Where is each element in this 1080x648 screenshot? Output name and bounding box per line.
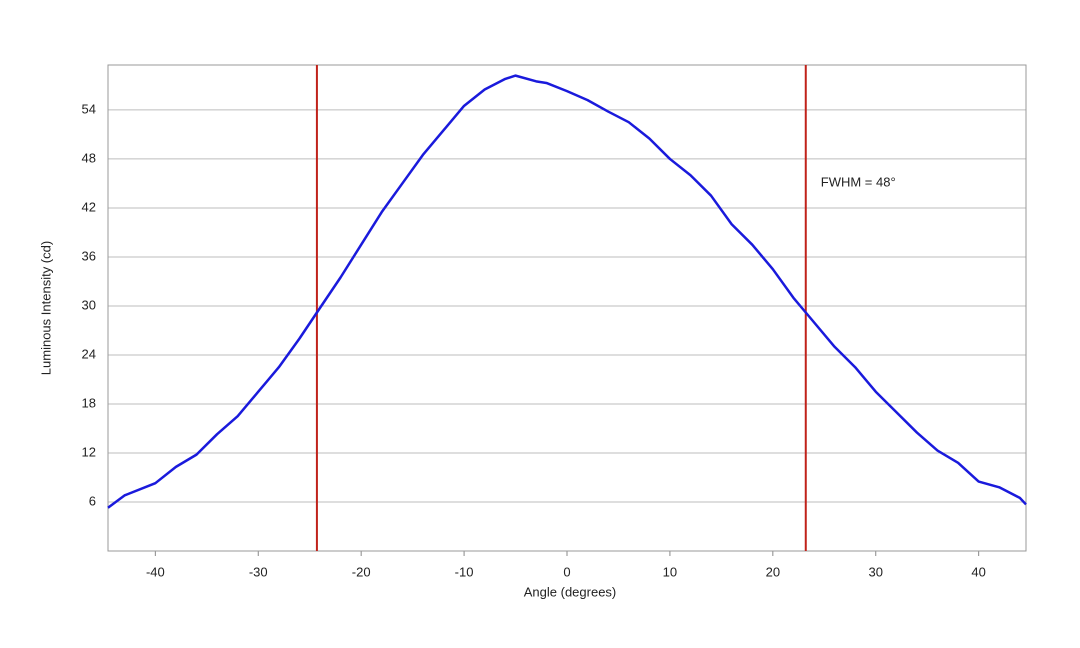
x-tick-label: -20 <box>352 564 371 579</box>
data-line <box>107 74 1027 509</box>
x-tick-label: 40 <box>971 564 985 579</box>
x-tick-label: -30 <box>249 564 268 579</box>
x-tick-label: 0 <box>563 564 570 579</box>
x-tick-label: -40 <box>146 564 165 579</box>
x-axis-label: Angle (degrees) <box>524 584 617 599</box>
y-tick-label: 36 <box>82 248 96 263</box>
y-tick-label: 30 <box>82 297 96 312</box>
x-tick-label: 10 <box>663 564 677 579</box>
y-tick-label: 48 <box>82 150 96 165</box>
x-tick-label: 20 <box>766 564 780 579</box>
plot-frame <box>107 64 1027 552</box>
y-tick-label: 18 <box>82 395 96 410</box>
y-tick-label: 54 <box>82 101 96 116</box>
y-tick-label: 12 <box>82 444 96 459</box>
x-tick-label: -10 <box>455 564 474 579</box>
y-tick-label: 42 <box>82 199 96 214</box>
y-tick-label: 6 <box>89 493 96 508</box>
x-tick-label: 30 <box>869 564 883 579</box>
annotation: FWHM = 48° <box>821 174 896 189</box>
y-axis-label: Luminous Intensity (cd) <box>38 241 53 375</box>
y-tick-label: 24 <box>82 346 96 361</box>
